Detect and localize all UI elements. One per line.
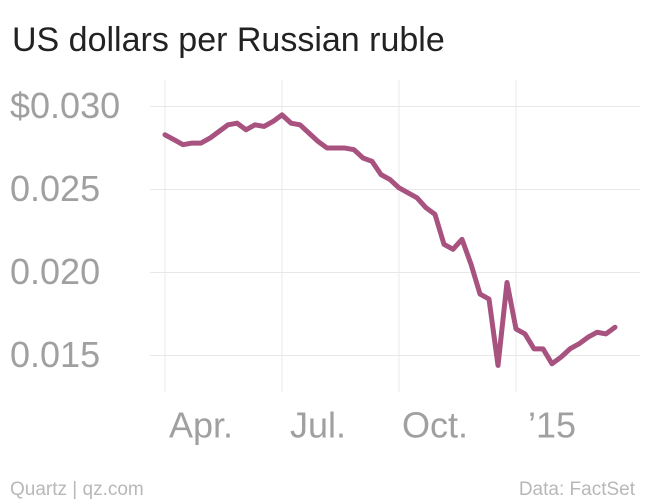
y-tick-label: 0.020 bbox=[10, 251, 100, 292]
source: Data: FactSet bbox=[519, 479, 636, 500]
x-tick-label: Jul. bbox=[290, 405, 346, 446]
x-tick-label: ’15 bbox=[528, 405, 576, 446]
y-tick-label: 0.025 bbox=[10, 168, 100, 209]
chart-title: US dollars per Russian ruble bbox=[12, 21, 445, 59]
x-tick-label: Apr. bbox=[169, 405, 233, 446]
y-tick-label: $0.030 bbox=[10, 85, 120, 126]
y-tick-label: 0.015 bbox=[10, 334, 100, 375]
credit: Quartz | qz.com bbox=[10, 479, 144, 500]
x-tick-label: Oct. bbox=[402, 405, 468, 446]
line bbox=[162, 112, 618, 368]
